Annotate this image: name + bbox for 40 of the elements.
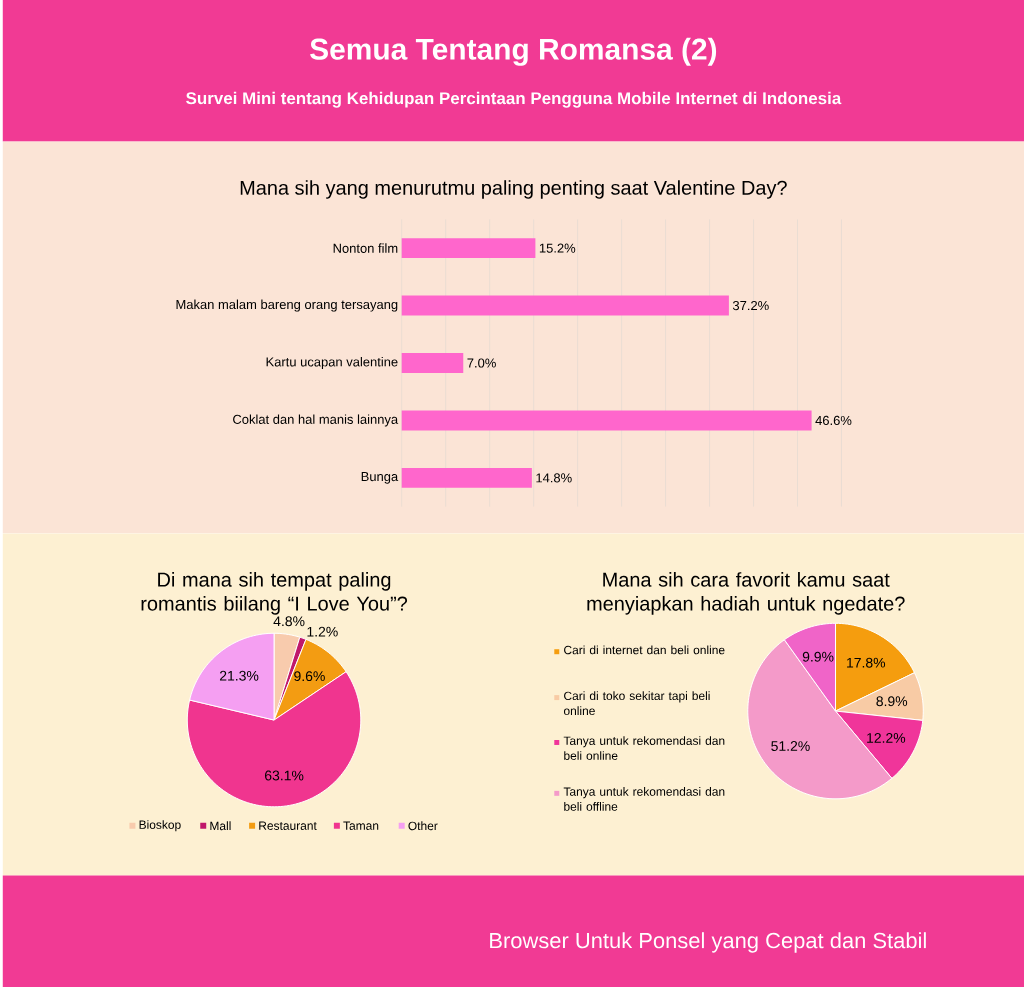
y-tick-label: Nonton film [333, 243, 398, 253]
bar [401, 410, 812, 431]
chart-title: Di mana sih tempat paling romantis biilang “I Love You”? [141, 571, 408, 615]
legend-label: Taman [343, 821, 379, 830]
data-label: 46.6% [815, 415, 852, 425]
data-label: 63.1% [265, 770, 304, 781]
y-tick-label: Coklat dan hal manis lainnya [233, 414, 399, 427]
data-label: 21.3% [219, 670, 259, 681]
text: Browser Untuk Ponsel yang Cepat dan Stabil [490, 932, 926, 953]
data-label: 7.0% [467, 358, 496, 368]
bar [401, 467, 532, 488]
data-label: 8.9% [876, 696, 908, 707]
legend-label: Cari di toko sekitar tapi beli online [563, 691, 710, 715]
data-label: 37.2% [732, 300, 769, 310]
data-label: 4.8% [273, 616, 305, 627]
text: Survei Mini tentang Kehidupan Percintaan Pengguna Mobile Internet di Indonesia [186, 91, 842, 108]
data-label: 1.2% [307, 626, 338, 637]
chart-title: Mana sih cara favorit kamu saat menyiapkan hadiah untuk ngedate? [587, 571, 905, 615]
bar [401, 295, 729, 316]
data-label: 9.6% [294, 671, 325, 681]
data-label: 51.2% [771, 740, 810, 751]
legend-label: Bioskop [139, 820, 181, 832]
bar [401, 352, 464, 373]
y-tick-label: Bunga [361, 471, 399, 484]
legend-label: Other [408, 821, 438, 830]
data-label: 14.8% [536, 473, 572, 483]
legend-label: Tanya untuk rekomendasi dan beli offline [563, 786, 725, 811]
legend-label: Restaurant [259, 821, 317, 830]
y-tick-label: Kartu ucapan valentine [266, 356, 398, 369]
chart-title: Mana sih yang menurutmu paling penting saat Valentine Day? [240, 180, 787, 199]
data-label: 12.2% [867, 732, 906, 743]
y-tick-label: Makan malam bareng orang tersayang [176, 299, 398, 312]
text: Semua Tentang Romansa (2) [310, 37, 717, 66]
legend-label: Tanya untuk rekomendasi dan beli online [563, 736, 725, 760]
data-label: 9.9% [802, 651, 834, 662]
bar [401, 237, 536, 258]
data-label: 15.2% [539, 243, 576, 253]
legend-label: Mall [210, 821, 231, 830]
data-label: 17.8% [847, 657, 886, 668]
legend-label: Cari di internet dan beli online [564, 645, 725, 655]
